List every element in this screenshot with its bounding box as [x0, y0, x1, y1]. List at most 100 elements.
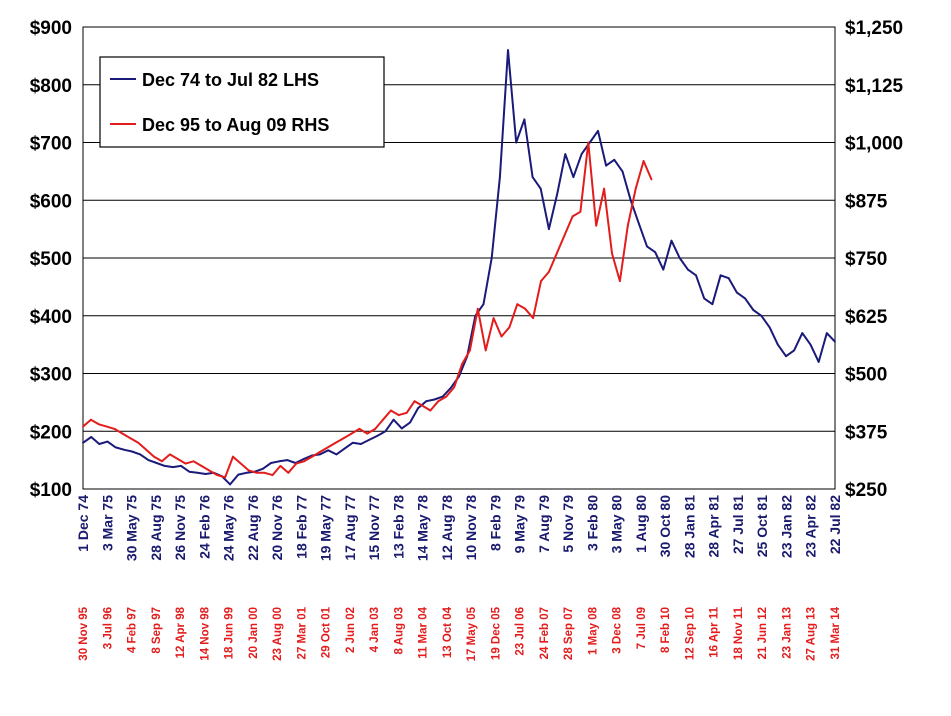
data-point — [650, 178, 653, 181]
data-point — [184, 462, 187, 465]
x-top-tick-label: 9 May 79 — [512, 495, 528, 554]
data-point — [548, 271, 550, 273]
x-bottom-tick-label: 2 Jun 02 — [345, 607, 357, 653]
x-top-tick-label: 13 Feb 78 — [390, 495, 406, 559]
x-top-tick-label: 24 Feb 76 — [196, 495, 212, 559]
data-point — [564, 153, 567, 156]
data-point — [453, 386, 455, 389]
x-top-tick-label: 19 May 77 — [318, 495, 334, 561]
data-point — [145, 448, 148, 451]
data-point — [409, 421, 411, 424]
data-point — [476, 307, 479, 310]
data-point — [437, 400, 440, 403]
x-top-tick-label: 1 Dec 74 — [75, 495, 91, 552]
data-point — [515, 141, 518, 144]
x-top-tick-label: 5 Nov 79 — [560, 495, 576, 553]
x-axis-bottom-labels: 30 Nov 95 3 Jul 96 4 Feb 97 8 Sep 97 12 Apr … — [78, 606, 842, 661]
data-point — [392, 418, 395, 421]
x-top-tick-label: 24 May 76 — [221, 495, 237, 561]
data-point — [429, 409, 432, 412]
data-point — [579, 210, 582, 213]
x-bottom-tick-label: 13 Oct 04 — [442, 606, 454, 658]
data-point — [240, 462, 242, 465]
x-top-tick-label: 22 Aug 76 — [245, 495, 261, 561]
x-top-tick-label: 22 Jul 82 — [827, 495, 843, 554]
data-point — [105, 425, 108, 428]
x-top-tick-label: 27 Jul 81 — [730, 495, 746, 554]
legend-box — [99, 56, 385, 148]
data-point — [605, 164, 607, 167]
data-point — [785, 355, 787, 358]
x-top-tick-label: 3 May 80 — [609, 495, 625, 554]
data-point — [571, 215, 574, 218]
y-left-tick-label: $200 — [30, 422, 72, 443]
data-point — [172, 466, 174, 468]
x-bottom-tick-label: 14 Nov 98 — [199, 606, 211, 660]
data-point — [139, 453, 142, 456]
data-point — [482, 303, 485, 306]
data-point — [469, 349, 471, 352]
x-bottom-tick-label: 16 Apr 11 — [709, 606, 721, 657]
x-bottom-tick-label: 8 Sep 97 — [151, 607, 163, 654]
data-point — [397, 414, 400, 416]
data-point — [540, 280, 542, 282]
data-point — [441, 395, 444, 398]
data-point — [776, 343, 779, 346]
x-bottom-tick-label: 30 Nov 95 — [78, 606, 90, 660]
data-point — [425, 400, 428, 403]
y-right-tick-label: $500 — [845, 365, 887, 386]
data-point — [188, 470, 191, 473]
data-point — [247, 469, 250, 472]
data-point — [334, 441, 337, 444]
data-point — [711, 303, 714, 306]
data-point — [548, 228, 550, 231]
series-layer — [82, 49, 836, 486]
gridlines — [83, 84, 835, 432]
data-point — [531, 176, 534, 179]
x-bottom-tick-label: 18 Nov 11 — [733, 606, 745, 660]
data-point — [695, 274, 697, 277]
x-top-tick-label: 25 Oct 81 — [754, 495, 770, 557]
series-rhs — [82, 141, 653, 479]
data-point — [90, 436, 93, 438]
data-point — [703, 297, 706, 300]
x-top-tick-label: 20 Nov 76 — [269, 495, 285, 561]
x-top-tick-label: 23 Apr 82 — [803, 495, 819, 558]
data-point — [508, 326, 511, 329]
data-point — [384, 430, 387, 433]
data-point — [121, 432, 124, 435]
data-point — [516, 303, 519, 306]
data-point — [727, 277, 730, 280]
x-top-tick-label: 18 Feb 77 — [293, 495, 309, 559]
data-point — [270, 462, 272, 464]
data-point — [597, 130, 599, 132]
data-point — [374, 428, 377, 430]
data-point — [327, 449, 330, 452]
data-point — [390, 409, 392, 412]
y-left-tick-label: $500 — [30, 249, 72, 270]
y-right-tick-label: $1,000 — [845, 134, 903, 155]
x-top-tick-label: 17 Aug 77 — [342, 495, 358, 561]
x-bottom-tick-label: 27 Aug 13 — [806, 607, 818, 661]
x-bottom-tick-label: 12 Sep 10 — [684, 607, 696, 660]
data-point — [232, 455, 234, 458]
data-point — [809, 343, 812, 346]
data-point — [801, 332, 804, 334]
data-point — [114, 446, 117, 449]
x-top-tick-label: 3 Feb 80 — [584, 495, 600, 551]
data-point — [670, 239, 673, 242]
x-bottom-tick-label: 7 Jul 09 — [636, 607, 648, 649]
y-left-tick-label: $900 — [30, 18, 72, 39]
data-point — [261, 467, 264, 470]
data-point — [752, 309, 755, 311]
data-point — [255, 471, 258, 474]
data-point — [626, 224, 629, 227]
x-top-tick-label: 30 May 75 — [124, 495, 140, 561]
data-point — [97, 423, 100, 426]
x-top-tick-label: 7 Aug 79 — [536, 495, 552, 553]
data-point — [123, 448, 125, 451]
data-point — [303, 460, 305, 463]
data-point — [629, 199, 632, 202]
x-top-tick-label: 3 Mar 75 — [99, 495, 115, 551]
x-bottom-tick-label: 4 Feb 97 — [127, 607, 139, 653]
